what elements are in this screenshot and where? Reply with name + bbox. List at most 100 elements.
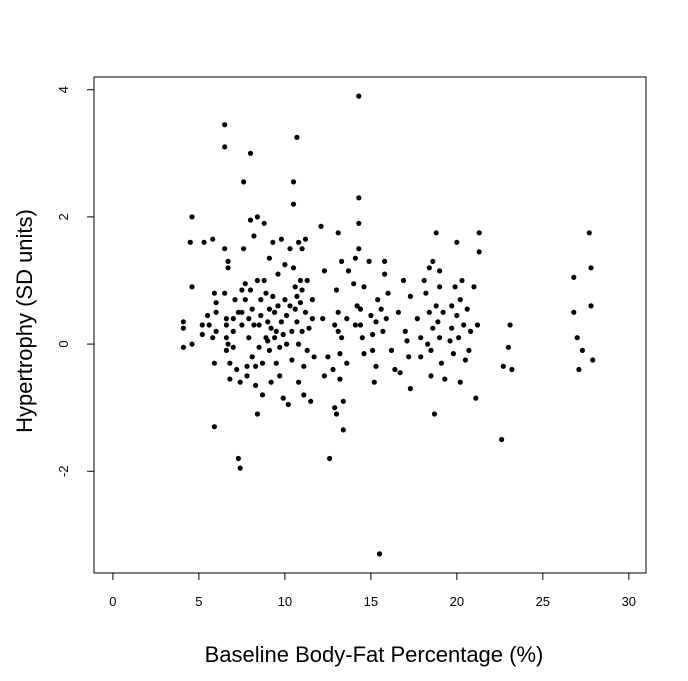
data-point (395, 309, 401, 315)
x-tick-label: 25 (536, 594, 550, 609)
data-point (426, 309, 432, 315)
data-point (357, 322, 364, 328)
x-tick-label: 5 (195, 594, 202, 609)
data-point (266, 255, 272, 261)
data-point (333, 287, 340, 293)
data-point (223, 347, 229, 353)
data-point (246, 335, 252, 341)
y-tick-label: 2 (56, 213, 71, 220)
data-point (311, 354, 317, 360)
x-tick-label: 0 (109, 594, 116, 609)
data-point (356, 93, 362, 99)
data-point (244, 363, 250, 369)
data-point (232, 297, 238, 303)
data-point (292, 306, 298, 312)
data-point (330, 366, 336, 373)
data-point (456, 335, 462, 341)
data-point (339, 335, 345, 341)
data-point (454, 239, 460, 245)
data-point (337, 376, 343, 382)
data-point (337, 351, 343, 357)
data-point (253, 382, 259, 388)
data-point (428, 373, 434, 379)
x-tick-label: 15 (364, 594, 378, 609)
data-point (289, 357, 295, 363)
data-point (187, 239, 193, 245)
data-point (258, 297, 264, 303)
data-point (213, 309, 219, 315)
data-point (332, 405, 338, 411)
data-point (222, 122, 228, 128)
plot-area-frame (93, 76, 647, 574)
data-point (418, 335, 424, 341)
data-point (352, 322, 358, 328)
data-point (500, 363, 506, 369)
data-point (476, 230, 482, 236)
data-point (290, 265, 297, 271)
data-point (304, 277, 310, 284)
data-point (211, 290, 217, 296)
data-point (375, 297, 381, 303)
data-point (437, 268, 443, 274)
data-point (254, 277, 260, 284)
data-point (256, 344, 262, 350)
data-point (340, 398, 346, 404)
data-point (327, 455, 333, 462)
data-point (251, 322, 257, 328)
data-point (253, 363, 259, 369)
data-point (247, 150, 254, 156)
data-point (476, 249, 482, 255)
data-point (189, 214, 195, 220)
data-point (447, 338, 453, 344)
data-point (449, 325, 455, 331)
data-point (473, 395, 479, 401)
y-tick-label: -2 (56, 465, 71, 477)
data-point (404, 338, 410, 344)
data-point (265, 319, 271, 325)
data-point (266, 347, 272, 353)
data-point (259, 392, 266, 398)
data-point (332, 322, 338, 328)
data-point (509, 366, 515, 373)
data-point (449, 303, 455, 309)
data-point (373, 363, 379, 369)
data-point (210, 236, 216, 242)
data-point (222, 290, 228, 296)
data-point (280, 331, 286, 338)
data-point (225, 341, 231, 347)
data-point (277, 344, 283, 350)
data-point (507, 322, 513, 328)
data-point (505, 344, 511, 350)
data-point (275, 303, 281, 309)
data-point (414, 316, 420, 322)
data-point (213, 300, 219, 306)
data-point (301, 392, 307, 398)
data-point (351, 281, 357, 287)
data-point (273, 328, 279, 334)
data-point (462, 357, 468, 363)
data-point (335, 309, 341, 315)
data-point (356, 246, 362, 252)
data-point (421, 277, 427, 284)
data-point (290, 179, 297, 185)
data-point (263, 290, 269, 296)
data-point (454, 312, 460, 319)
data-point (278, 319, 284, 325)
data-point (373, 319, 379, 325)
data-point (308, 398, 314, 404)
data-point (266, 306, 272, 312)
data-point (466, 347, 472, 353)
data-point (258, 312, 264, 319)
data-point (265, 338, 271, 344)
data-point (254, 214, 260, 220)
data-point (204, 312, 211, 319)
data-point (287, 246, 293, 252)
data-point (284, 341, 290, 347)
data-point (241, 246, 247, 252)
data-point (376, 551, 383, 557)
data-point (268, 379, 274, 385)
data-point (588, 303, 594, 309)
data-point (270, 293, 276, 299)
data-point (278, 236, 284, 242)
